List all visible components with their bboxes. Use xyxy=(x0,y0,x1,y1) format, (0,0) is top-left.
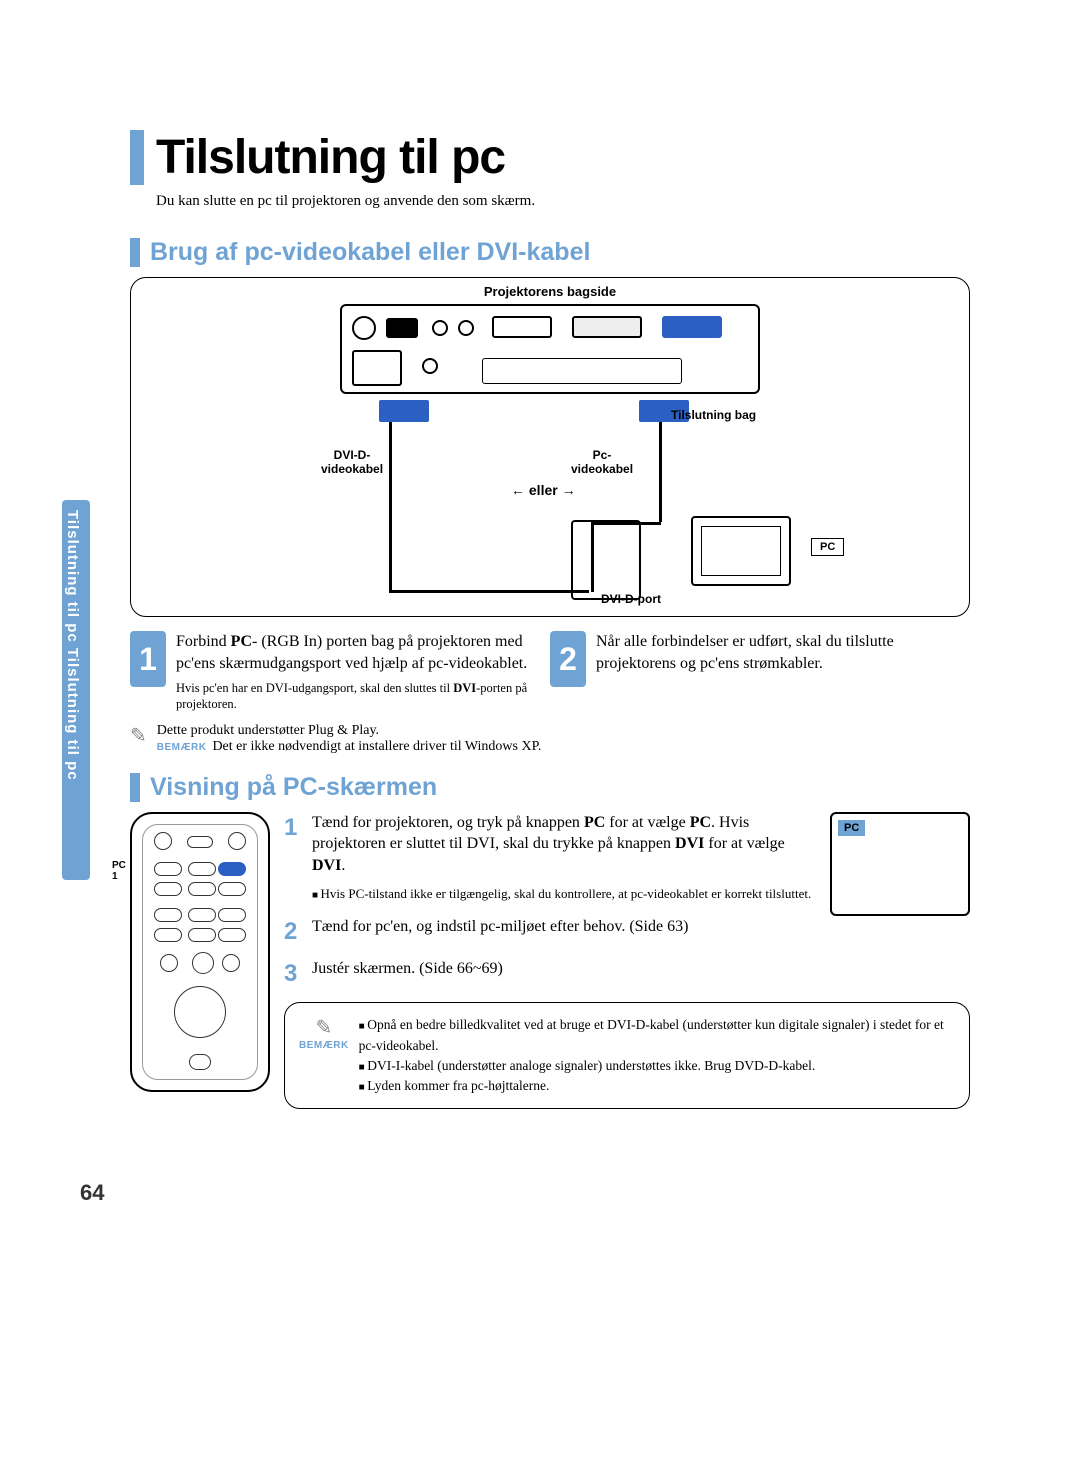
note-2-item: Opnå en bedre billedkvalitet ved at brug… xyxy=(359,1015,955,1056)
eller-label: ← eller → xyxy=(511,482,576,498)
pc-box-label: PC xyxy=(811,538,844,556)
pc-tower-icon xyxy=(571,520,641,600)
note-icon: ✎ xyxy=(130,723,147,748)
note-2-list: Opnå en bedre billedkvalitet ved at brug… xyxy=(359,1015,955,1096)
diagram-top-label: Projektorens bagside xyxy=(484,284,616,299)
note-2-box: ✎ BEMÆRK Opnå en bedre billedkvalitet ve… xyxy=(284,1002,970,1109)
steps-row: 1 Forbind PC- (RGB In) porten bag på pro… xyxy=(130,631,970,713)
section2-steps: 1 Tænd for projektoren, og tryk på knapp… xyxy=(284,812,970,1110)
step-1-body: Forbind PC- (RGB In) porten bag på proje… xyxy=(176,631,550,713)
pc-cable-label: Pc-videokabel xyxy=(571,448,633,476)
pc-monitor-icon xyxy=(691,516,791,586)
note-2-label-col: ✎ BEMÆRK xyxy=(299,1015,349,1051)
section2-row: PC1 xyxy=(130,812,970,1110)
cable-line xyxy=(659,422,662,522)
note-2-label: BEMÆRK xyxy=(299,1040,349,1051)
dvi-cable-label: DVI-D-videokabel xyxy=(321,448,383,476)
inline-step-3: 3 Justér skærmen. (Side 66~69) xyxy=(284,958,970,990)
remote-pc-label: PC1 xyxy=(112,860,126,882)
tv-preview-box: PC xyxy=(830,812,970,916)
remote-wrapper: PC1 xyxy=(130,812,270,1110)
step-2: 2 Når alle forbindelser er udført, skal … xyxy=(550,631,970,713)
step-2-body: Når alle forbindelser er udført, skal du… xyxy=(596,631,970,674)
step-1-number: 1 xyxy=(130,631,166,687)
note-2-item: DVI-I-kabel (understøtter analoge signal… xyxy=(359,1056,955,1076)
tv-pc-badge: PC xyxy=(838,820,865,836)
dvi-connector-icon xyxy=(379,400,429,422)
step-1-sub: Hvis pc'en har en DVI-udgangsport, skal … xyxy=(176,680,540,713)
page-title: Tilslutning til pc xyxy=(156,130,970,185)
title-block: Tilslutning til pc xyxy=(130,130,970,185)
connection-diagram: Projektorens bagside DVI-D-videokabel Pc… xyxy=(130,277,970,617)
page-content: Tilslutning til pc Du kan slutte en pc t… xyxy=(0,0,1080,1149)
projector-back-panel xyxy=(340,304,760,394)
step-1: 1 Forbind PC- (RGB In) porten bag på pro… xyxy=(130,631,550,713)
step-2-number: 2 xyxy=(550,631,586,687)
inline-step-2: 2 Tænd for pc'en, og indstil pc-miljøet … xyxy=(284,916,970,948)
inline-step-1-sub: Hvis PC-tilstand ikke er tilgængelig, sk… xyxy=(312,886,818,902)
cable-line xyxy=(389,590,589,593)
note-2-item: Lyden kommer fra pc-højttalerne. xyxy=(359,1076,955,1096)
remote-control-icon xyxy=(130,812,270,1092)
tilslutning-bag-label: Tilslutning bag xyxy=(671,408,756,422)
note-icon: ✎ xyxy=(299,1015,349,1040)
note-1-body: Dette produkt understøtter Plug & Play. … xyxy=(157,723,542,755)
section2-heading: Visning på PC-skærmen xyxy=(130,773,970,802)
section1-heading: Brug af pc-videokabel eller DVI-kabel xyxy=(130,238,970,267)
inline-step-1: 1 Tænd for projektoren, og tryk på knapp… xyxy=(284,812,818,877)
cable-line xyxy=(389,422,392,592)
note-1: ✎ Dette produkt understøtter Plug & Play… xyxy=(130,723,970,755)
page-subtitle: Du kan slutte en pc til projektoren og a… xyxy=(156,193,970,210)
